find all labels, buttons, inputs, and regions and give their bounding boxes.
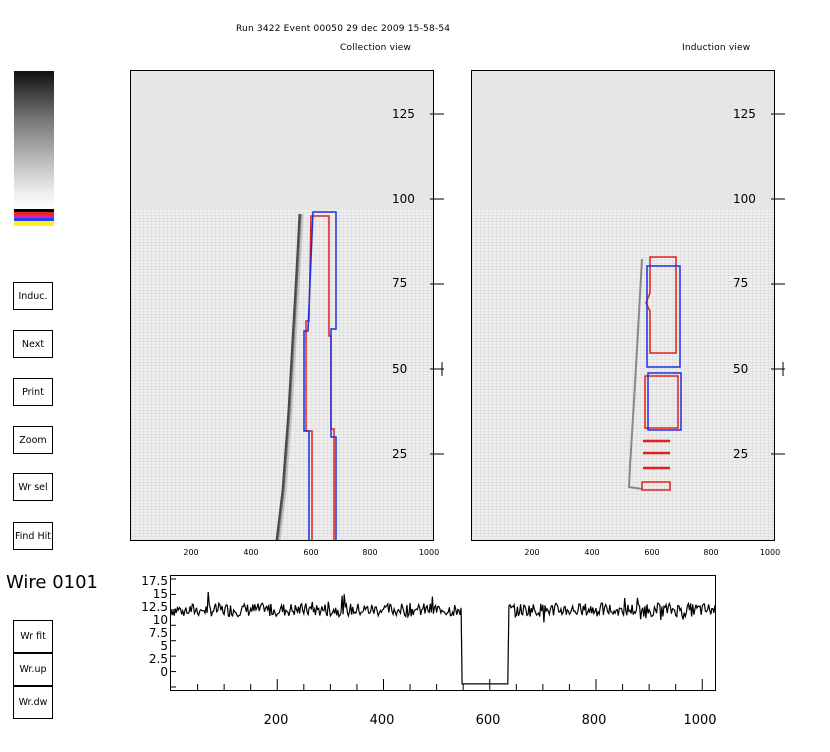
induction-xtick-1000: 1000 [759,548,781,557]
induction-tick-marks [771,113,785,455]
induction-hit-blue-lower [647,372,682,431]
induction-track [627,258,643,490]
collection-xtick-800: 800 [362,548,378,557]
collection-view-panel[interactable] [130,70,434,541]
collection-empty-region [131,71,433,210]
zoom-button[interactable]: Zoom [13,426,53,454]
collection-track-dark [275,213,302,540]
induction-xtick-600: 600 [644,548,660,557]
induction-xtick-800: 800 [703,548,719,557]
color-scale [14,71,54,209]
induction-overlay [627,256,682,491]
induction-view-title: Induction view [682,43,751,53]
induction-xtick-200: 200 [524,548,540,557]
collection-xtick-400: 400 [243,548,259,557]
collection-xtick-600: 600 [303,548,319,557]
induction-view-panel[interactable] [471,70,775,541]
print-button[interactable]: Print [13,378,53,406]
waveform-xtick-800: 800 [581,713,607,728]
collection-ytick-75: 75 [392,276,408,290]
find-hit-button[interactable]: Find Hit [13,522,53,550]
wire-down-button[interactable]: Wr.dw [13,686,53,719]
waveform-xtick-400: 400 [369,713,395,728]
collection-ytick-50: 50 [392,362,408,376]
waveform-ytick-0: 0 [160,665,168,679]
collection-xtick-1000: 1000 [418,548,440,557]
wire-up-button[interactable]: Wr.up [13,653,53,686]
waveform-ytick-5: 5 [160,639,168,653]
waveform-ytick-10: 10 [152,613,168,627]
collection-ytick-125: 125 [392,107,415,121]
induction-ytick-125: 125 [733,107,756,121]
induction-image-area [472,210,774,540]
collection-ytick-25: 25 [392,447,408,461]
wire-label: Wire 0101 [6,572,99,593]
waveform-xtick-200: 200 [263,713,289,728]
collection-view-title: Collection view [340,43,412,53]
waveform-ytick-17.5: 17.5 [141,574,168,588]
induction-ytick-75: 75 [733,276,749,290]
wire-fit-button[interactable]: Wr fit [13,620,53,653]
waveform-ytick-2.5: 2.5 [148,652,168,666]
waveform-xtick-1000: 1000 [683,713,717,728]
waveform-xtick-600: 600 [475,713,501,728]
waveform-plot[interactable] [170,575,718,693]
waveform-ytick-15: 15 [152,587,168,601]
induction-hit-red-upper [645,256,677,354]
collection-hit-red [305,215,335,540]
induction-hit-box-small [641,481,671,491]
collection-track-halo [277,213,304,540]
collection-image-area [131,210,433,540]
waveform-frame [170,575,716,691]
induction-hit-red-lower [644,375,679,429]
waveform-ytick-12.5: 12.5 [141,600,168,614]
collection-tick-marks [430,113,444,455]
collection-hit-blue [303,211,337,540]
color-scale-warm-bands [14,209,54,226]
waveform-ytick-7.5: 7.5 [148,626,168,640]
wire-select-button[interactable]: Wr sel [13,473,53,501]
collection-ytick-100: 100 [392,192,415,206]
next-button[interactable]: Next [13,330,53,358]
waveform-trace [170,591,716,685]
induction-ytick-100: 100 [733,192,756,206]
induction-ytick-50: 50 [733,362,749,376]
collection-overlay [275,211,337,540]
induc-button[interactable]: Induc. [13,282,53,310]
induction-empty-region [472,71,774,210]
induction-xtick-400: 400 [584,548,600,557]
run-info: Run 3422 Event 00050 29 dec 2009 15-58-5… [236,24,451,34]
induction-hit-blue-upper [646,265,681,368]
collection-xtick-200: 200 [183,548,199,557]
waveform-xticks-marks [170,578,703,691]
induction-ytick-25: 25 [733,447,749,461]
